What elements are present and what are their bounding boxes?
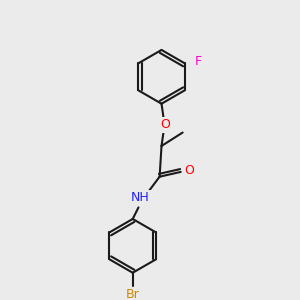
Text: O: O [160, 118, 170, 131]
Text: Br: Br [126, 288, 140, 300]
Text: O: O [184, 164, 194, 177]
Text: F: F [195, 55, 202, 68]
Text: NH: NH [131, 191, 150, 204]
